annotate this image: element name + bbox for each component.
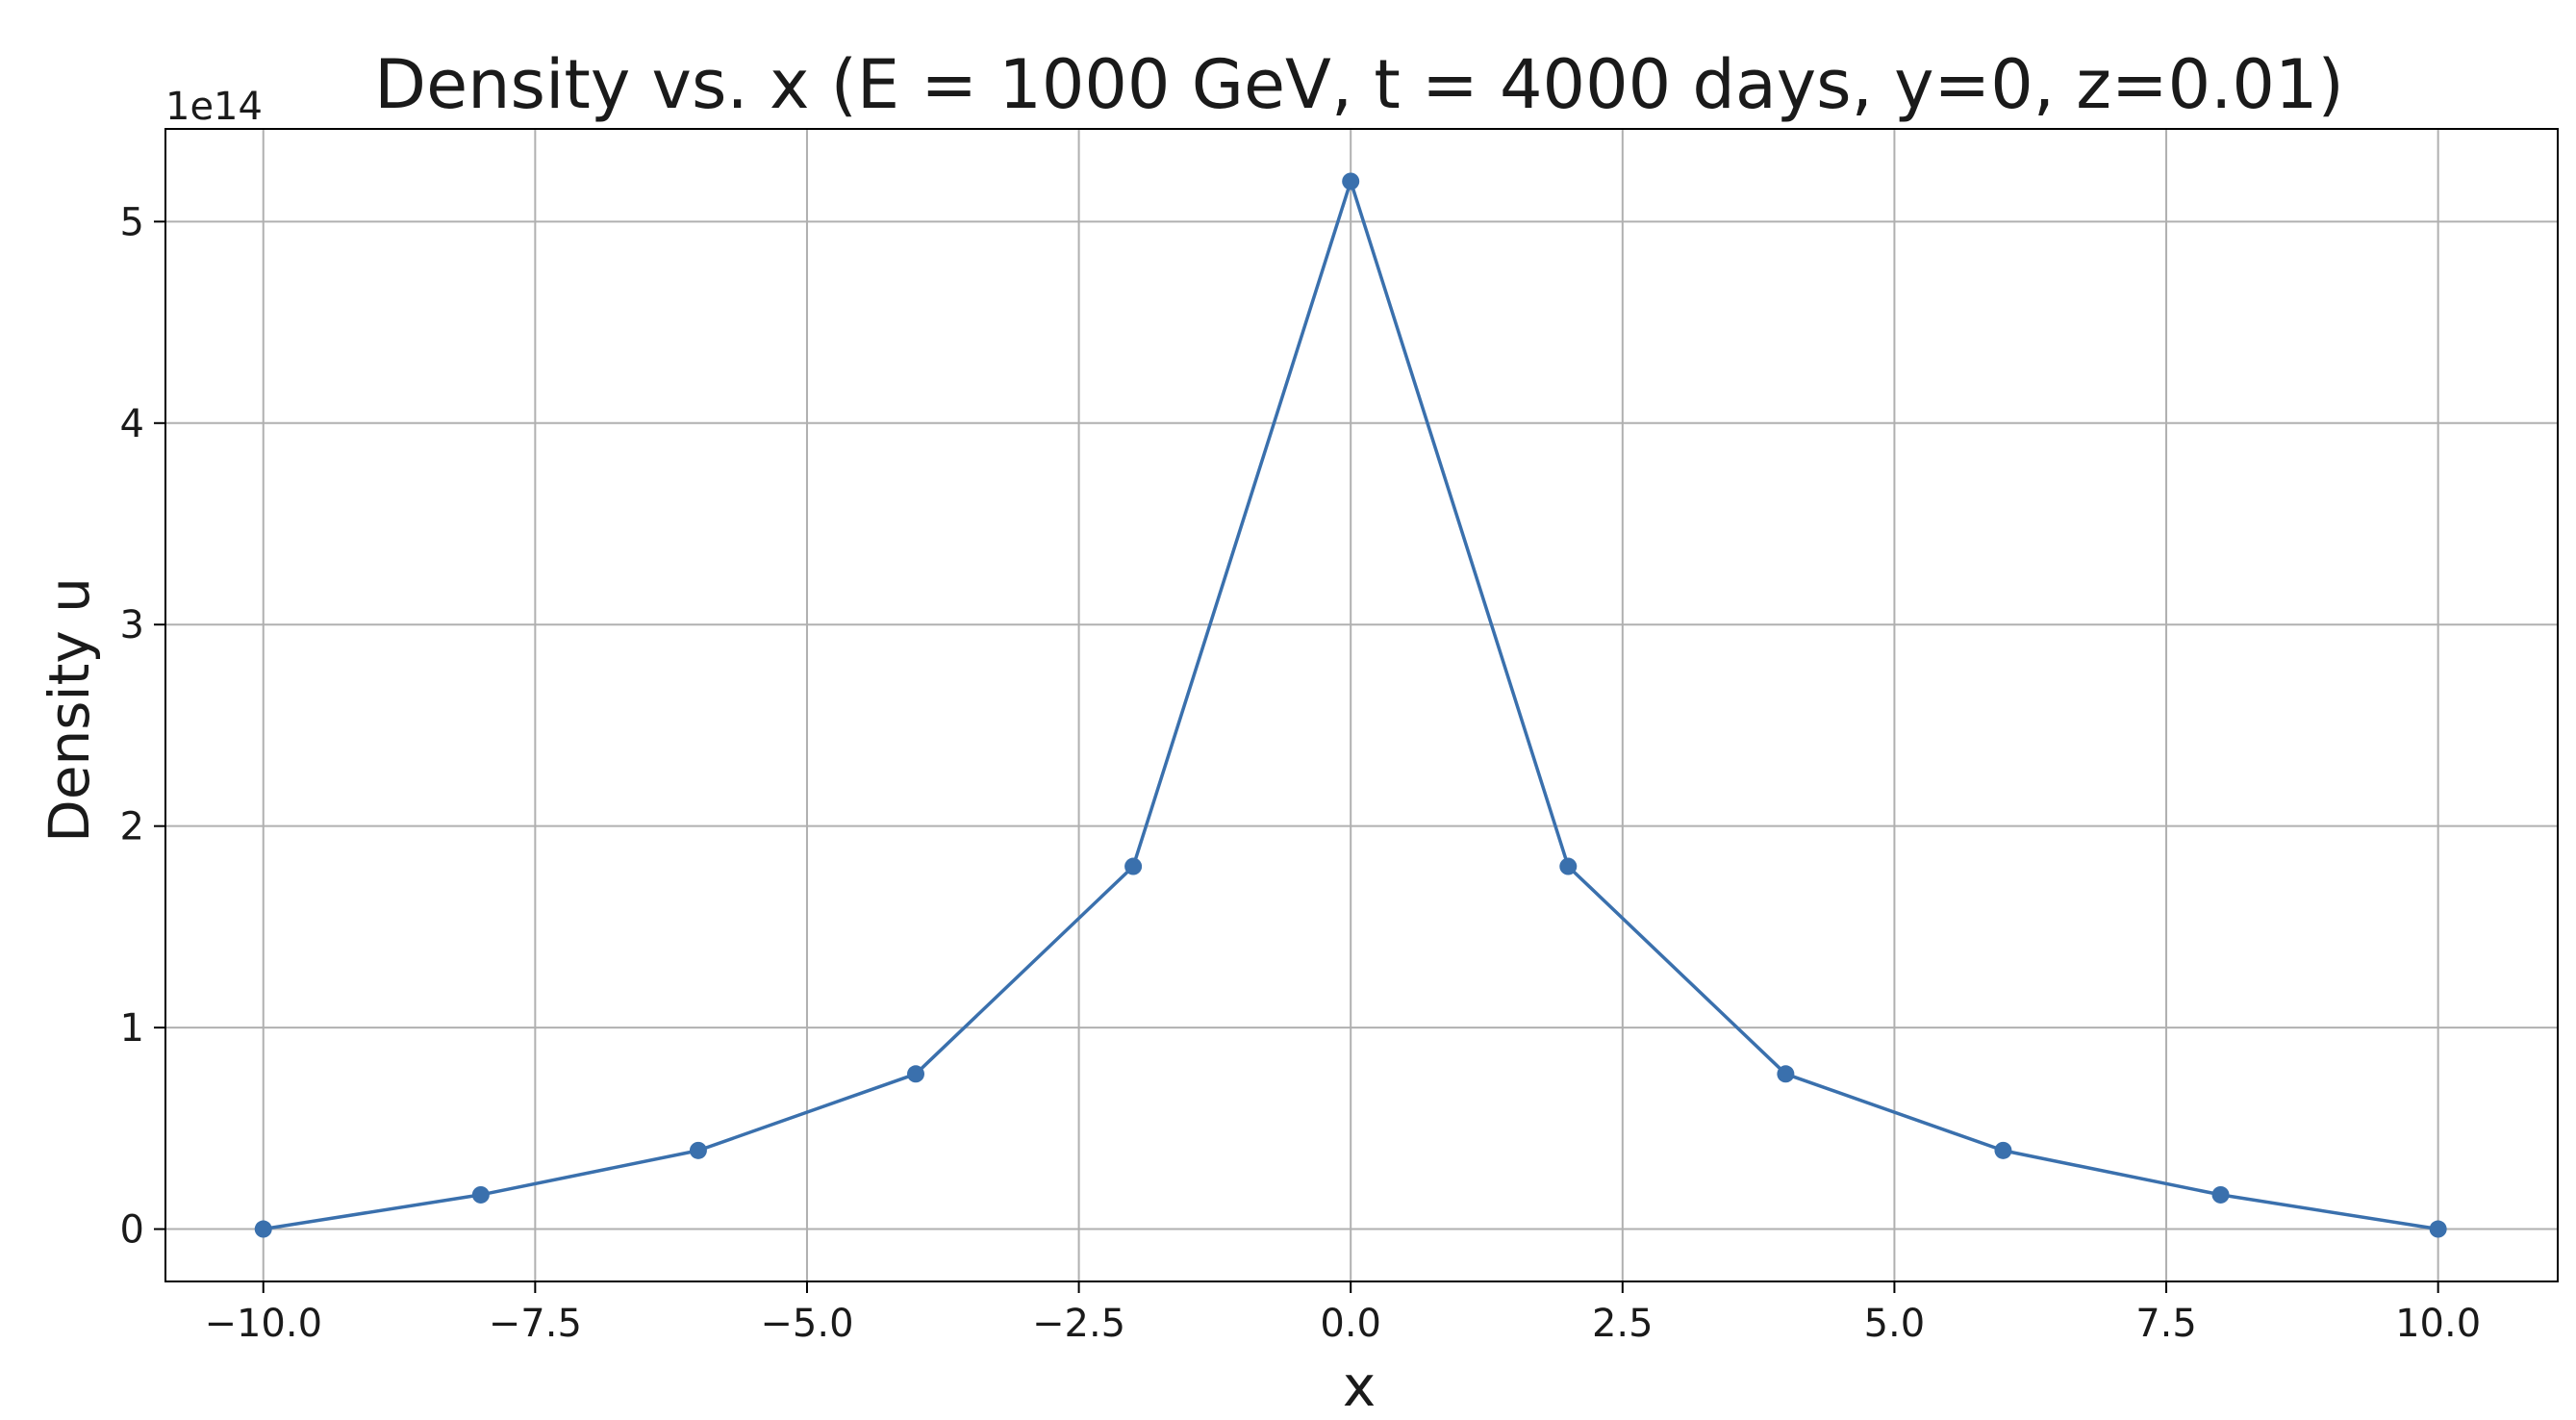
data-point <box>471 1185 490 1204</box>
x-tick-label: 5.0 <box>1864 1302 1926 1346</box>
x-tick-label: 7.5 <box>2135 1302 2197 1346</box>
data-point <box>1124 857 1143 875</box>
grid-lines <box>165 129 2558 1281</box>
data-point <box>254 1220 272 1238</box>
data-point <box>2429 1220 2447 1238</box>
y-tick-label: 3 <box>120 603 144 647</box>
data-point <box>1342 172 1360 190</box>
y-tick-label: 5 <box>120 200 144 244</box>
x-tick-label: 2.5 <box>1592 1302 1654 1346</box>
y-tick-label: 4 <box>120 402 144 446</box>
y-tick-label: 2 <box>120 805 144 849</box>
chart-title: Density vs. x (E = 1000 GeV, t = 4000 da… <box>374 45 2344 124</box>
x-axis-ticks: −10.0 −7.5 −5.0 −2.5 0.0 2.5 5.0 7.5 10.0 <box>204 1281 2481 1346</box>
x-tick-label: 0.0 <box>1320 1302 1381 1346</box>
x-tick-label: −7.5 <box>489 1302 582 1346</box>
y-tick-label: 1 <box>120 1006 144 1051</box>
data-points <box>254 172 2447 1238</box>
data-point <box>2211 1185 2230 1204</box>
x-tick-label: −2.5 <box>1032 1302 1125 1346</box>
plot-frame <box>164 128 2559 1282</box>
x-tick-label: −10.0 <box>204 1302 322 1346</box>
data-point <box>1559 857 1578 875</box>
data-point <box>689 1141 707 1159</box>
data-point <box>1994 1141 2012 1159</box>
x-tick-label: 10.0 <box>2395 1302 2481 1346</box>
data-point <box>1777 1065 1795 1083</box>
x-tick-label: −5.0 <box>760 1302 853 1346</box>
data-point <box>907 1065 925 1083</box>
y-axis-ticks: 0 1 2 3 4 5 <box>120 200 165 1253</box>
y-offset-label: 1e14 <box>165 85 263 129</box>
y-tick-label: 0 <box>120 1208 144 1253</box>
x-axis-label: x <box>1343 1354 1376 1419</box>
y-axis-label: Density u <box>37 577 102 843</box>
